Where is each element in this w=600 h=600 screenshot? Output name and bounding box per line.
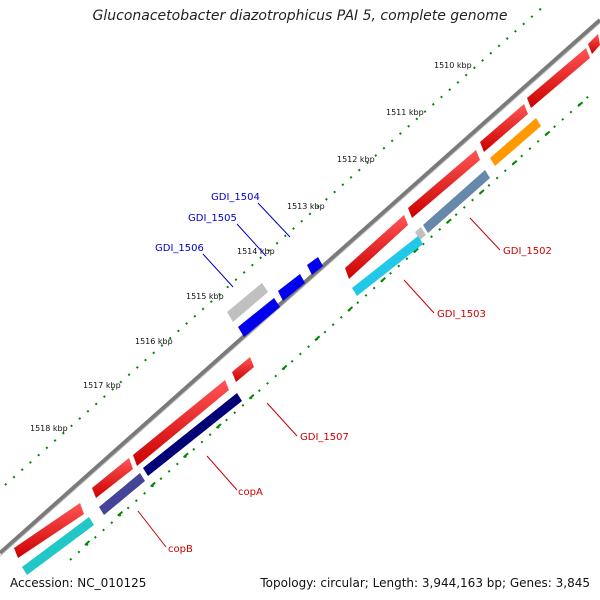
- gene-label-gdi-1502[interactable]: GDI_1502: [503, 246, 552, 257]
- gene-arrow-indigo[interactable]: [99, 473, 145, 515]
- gene-arrow-forward-7[interactable]: [92, 458, 133, 498]
- accession-label: Accession: NC_010125: [10, 576, 147, 590]
- gene-label-gdi-1507[interactable]: GDI_1507: [300, 432, 349, 443]
- tick-label-1513: 1513 kbp: [287, 202, 325, 211]
- gene-label-gdi-1503[interactable]: GDI_1503: [437, 309, 486, 320]
- gene-arrow-blue-3[interactable]: [307, 257, 323, 275]
- gene-arrow-cyan[interactable]: [352, 236, 423, 296]
- tick-marks: 1510 kbp 1511 kbp 1512 kbp 1513 kbp 1514…: [30, 61, 472, 433]
- outer-dotted-ring: [4, 4, 546, 486]
- tick-label-1516: 1516 kbp: [135, 337, 173, 346]
- tick-label-1512: 1512 kbp: [337, 155, 375, 164]
- inner-dotted-ring: [69, 94, 591, 561]
- gene-label-gdi-1505[interactable]: GDI_1505: [188, 213, 237, 224]
- gene-arrow-forward-4[interactable]: [345, 215, 408, 279]
- tick-label-1515: 1515 kbp: [186, 292, 224, 301]
- gene-arrow-orange[interactable]: [490, 118, 541, 166]
- gene-label-gdi-1504[interactable]: GDI_1504: [211, 192, 260, 203]
- gene-arrow-forward-6[interactable]: [133, 380, 229, 466]
- gene-label-copa[interactable]: copA: [238, 487, 263, 498]
- gene-arrow-navy[interactable]: [143, 393, 242, 476]
- genome-summary: Topology: circular; Length: 3,944,163 bp…: [260, 576, 590, 590]
- gene-label-leaders: [137, 202, 501, 548]
- map-title: Gluconacetobacter diazotrophicus PAI 5, …: [92, 8, 508, 24]
- gene-arrow-gray-upper[interactable]: [227, 283, 268, 322]
- gene-track-reverse: [22, 118, 541, 575]
- gene-arrow-teal[interactable]: [22, 517, 94, 575]
- tick-label-1510: 1510 kbp: [434, 61, 472, 70]
- gene-arrow-forward-3[interactable]: [408, 150, 480, 218]
- gene-arrow-blue-1[interactable]: [238, 298, 280, 337]
- gene-arrow-slate[interactable]: [423, 170, 490, 233]
- tick-label-1517: 1517 kbp: [83, 381, 121, 390]
- gene-label-copb[interactable]: copB: [168, 544, 193, 555]
- gene-arrow-forward-2[interactable]: [480, 104, 528, 152]
- tick-label-1514: 1514 kbp: [237, 247, 275, 256]
- gene-arrow-forward-9[interactable]: [588, 34, 600, 54]
- gene-track-upper: [227, 257, 323, 337]
- gene-track-forward: [14, 34, 600, 558]
- gene-arrow-forward-1[interactable]: [527, 48, 590, 108]
- gene-arrow-forward-5[interactable]: [232, 357, 254, 382]
- gene-label-gdi-1506[interactable]: GDI_1506: [155, 243, 204, 254]
- gene-arrow-blue-2[interactable]: [278, 274, 305, 301]
- gene-arrow-gray[interactable]: [415, 227, 426, 240]
- gene-arrow-forward-8[interactable]: [14, 503, 84, 558]
- genome-backbone-shade: [0, 22, 600, 557]
- tick-label-1511: 1511 kbp: [386, 108, 424, 117]
- tick-label-1518: 1518 kbp: [30, 424, 68, 433]
